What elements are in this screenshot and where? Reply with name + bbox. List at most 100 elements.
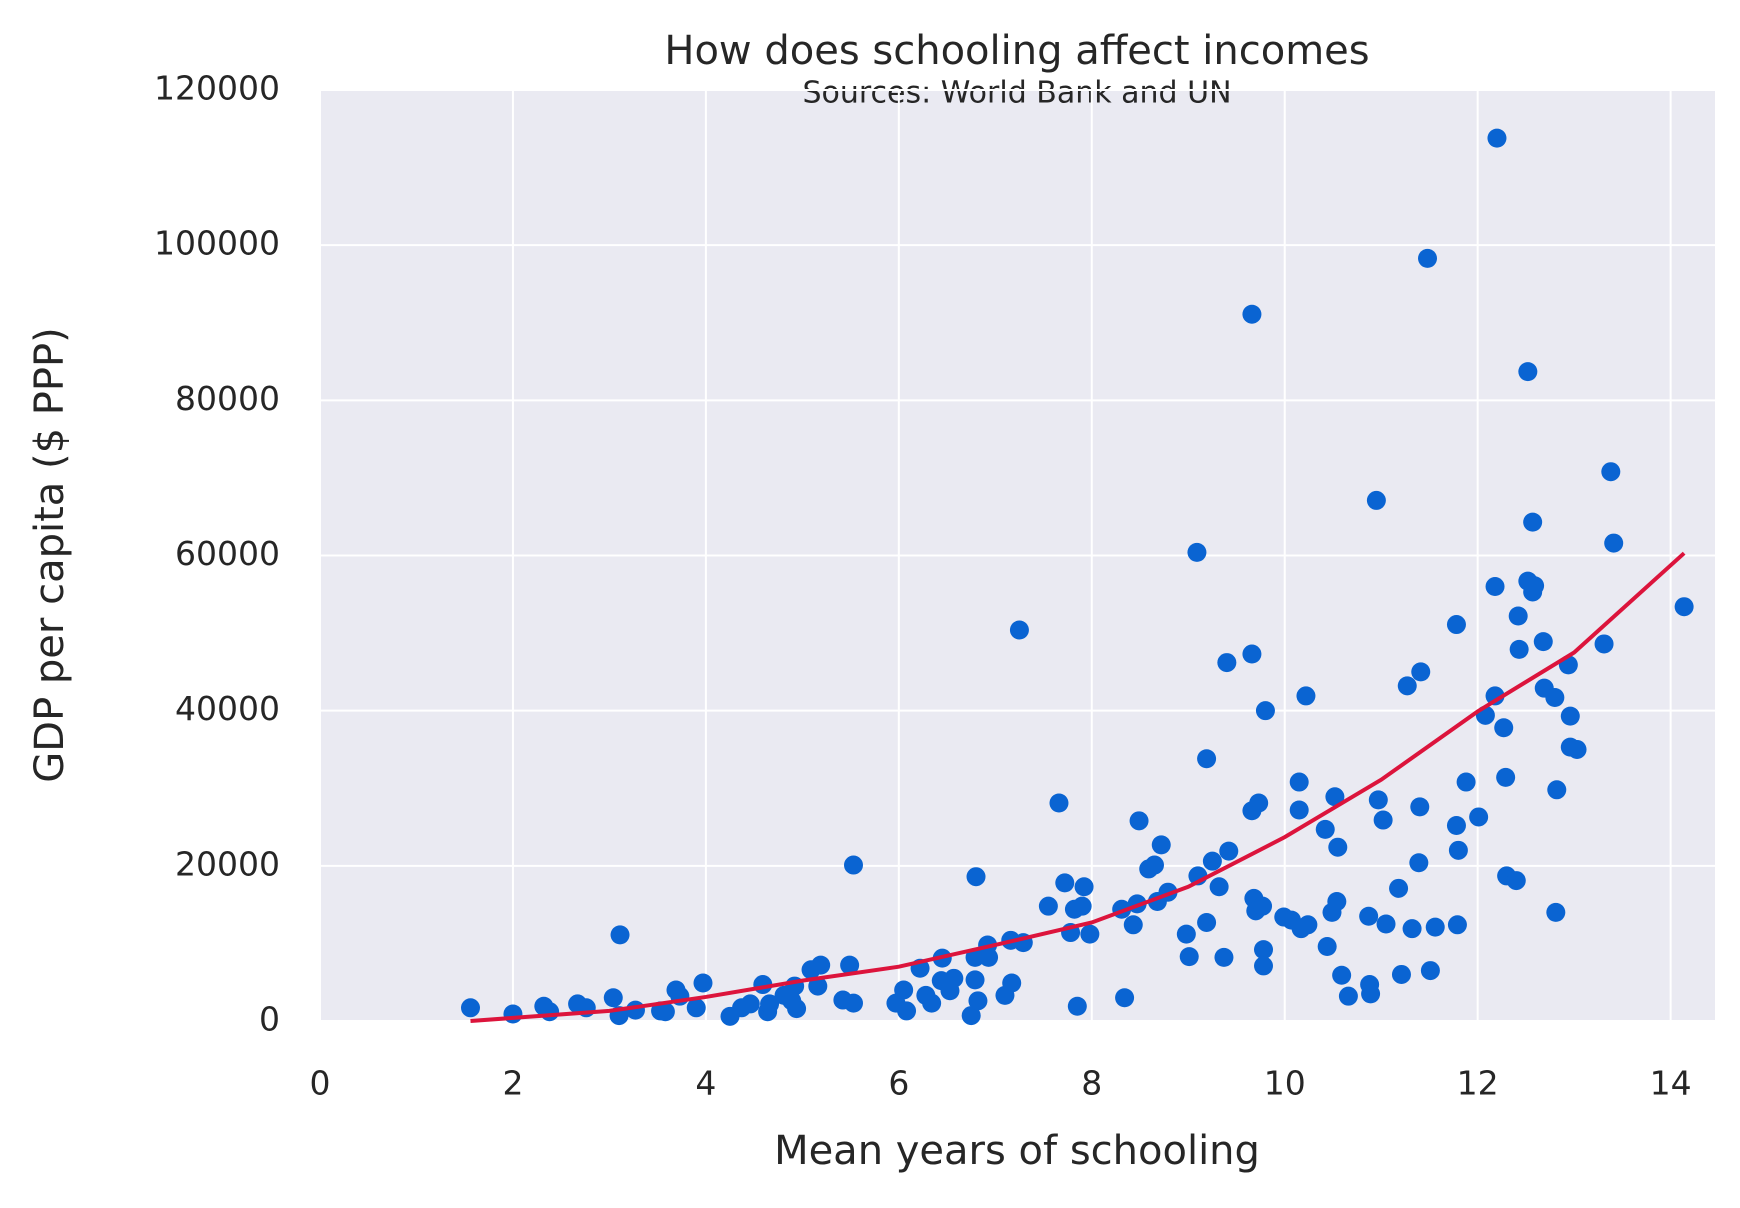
data-point	[1219, 841, 1239, 861]
data-point	[944, 968, 964, 988]
data-point	[1254, 956, 1274, 976]
data-point	[840, 955, 860, 975]
data-point	[1144, 855, 1164, 875]
data-point	[843, 993, 863, 1013]
data-point	[808, 976, 828, 996]
data-point	[1296, 686, 1316, 706]
chart-subtitle: Sources: World Bank and UN	[802, 76, 1231, 111]
data-point	[1049, 793, 1069, 813]
data-point	[961, 1006, 981, 1026]
data-point	[1446, 815, 1466, 835]
data-point	[1327, 892, 1347, 912]
data-point	[1366, 490, 1386, 510]
data-point	[1249, 793, 1269, 813]
data-point	[1604, 533, 1624, 553]
data-point	[811, 955, 831, 975]
data-point	[1254, 940, 1274, 960]
data-point	[1253, 896, 1273, 916]
x-tick-label: 12	[1457, 1064, 1499, 1103]
data-point	[1002, 973, 1022, 993]
y-tick-label: 80000	[175, 379, 280, 418]
data-point	[1176, 924, 1196, 944]
data-point	[1509, 639, 1529, 659]
data-point	[1123, 915, 1143, 935]
data-point	[603, 988, 623, 1008]
data-point	[1391, 964, 1411, 984]
data-point	[1368, 790, 1388, 810]
data-point	[1187, 542, 1207, 562]
data-point	[1485, 686, 1505, 706]
x-tick-label: 14	[1650, 1064, 1692, 1103]
data-point	[1446, 615, 1466, 635]
data-point	[1115, 988, 1135, 1008]
data-point	[686, 998, 706, 1018]
data-point	[1506, 871, 1526, 891]
data-point	[1560, 706, 1580, 726]
data-point	[1328, 837, 1348, 857]
x-tick-label: 0	[310, 1064, 331, 1103]
y-tick-label: 60000	[175, 534, 280, 573]
data-point	[1402, 919, 1422, 939]
data-point	[1469, 807, 1489, 827]
data-point	[1397, 676, 1417, 696]
data-point	[1418, 248, 1438, 268]
data-point	[1055, 873, 1075, 893]
data-point	[1315, 819, 1335, 839]
data-point	[1674, 597, 1694, 617]
y-tick-label: 0	[259, 1000, 280, 1039]
data-point	[1376, 914, 1396, 934]
data-point	[1209, 877, 1229, 897]
data-point	[1373, 810, 1393, 830]
data-point	[1420, 961, 1440, 981]
data-point	[1523, 512, 1543, 532]
data-point	[1518, 362, 1538, 382]
data-point	[1151, 835, 1171, 855]
data-point	[1456, 772, 1476, 792]
y-tick-label: 40000	[175, 689, 280, 728]
data-point	[740, 994, 760, 1014]
data-point	[1214, 947, 1234, 967]
data-point	[693, 973, 713, 993]
data-point	[655, 1002, 675, 1022]
data-point	[1485, 577, 1505, 597]
data-point	[1242, 304, 1262, 324]
data-point	[966, 867, 986, 887]
data-point	[1601, 462, 1621, 482]
x-tick-label: 2	[502, 1064, 523, 1103]
data-point	[1202, 851, 1222, 871]
data-point	[1338, 986, 1358, 1006]
data-point	[1289, 800, 1309, 820]
data-point	[610, 925, 630, 945]
data-point	[625, 1000, 645, 1020]
data-point	[1072, 896, 1092, 916]
data-point	[1448, 840, 1468, 860]
data-point	[1289, 772, 1309, 792]
data-point	[1038, 896, 1058, 916]
data-point	[1508, 606, 1528, 626]
fit-line	[470, 551, 1686, 1023]
data-point	[843, 855, 863, 875]
data-point	[503, 1004, 523, 1024]
data-point	[1074, 877, 1094, 897]
data-point	[1409, 853, 1429, 873]
data-point	[1546, 902, 1566, 922]
data-point	[1545, 687, 1565, 707]
data-point	[1425, 917, 1445, 937]
data-point	[922, 993, 942, 1013]
data-point	[1129, 811, 1149, 831]
data-point	[1361, 984, 1381, 1004]
data-point	[1567, 739, 1587, 759]
data-point	[979, 947, 999, 967]
data-point	[968, 991, 988, 1011]
data-point	[540, 1002, 560, 1022]
data-point	[1359, 906, 1379, 926]
chart-title: How does schooling affect incomes	[664, 28, 1369, 74]
x-tick-label: 6	[888, 1064, 909, 1103]
data-point	[1411, 662, 1431, 682]
data-point	[1242, 644, 1262, 664]
data-point	[1525, 576, 1545, 596]
y-tick-label: 120000	[154, 69, 280, 108]
data-point	[1487, 128, 1507, 148]
